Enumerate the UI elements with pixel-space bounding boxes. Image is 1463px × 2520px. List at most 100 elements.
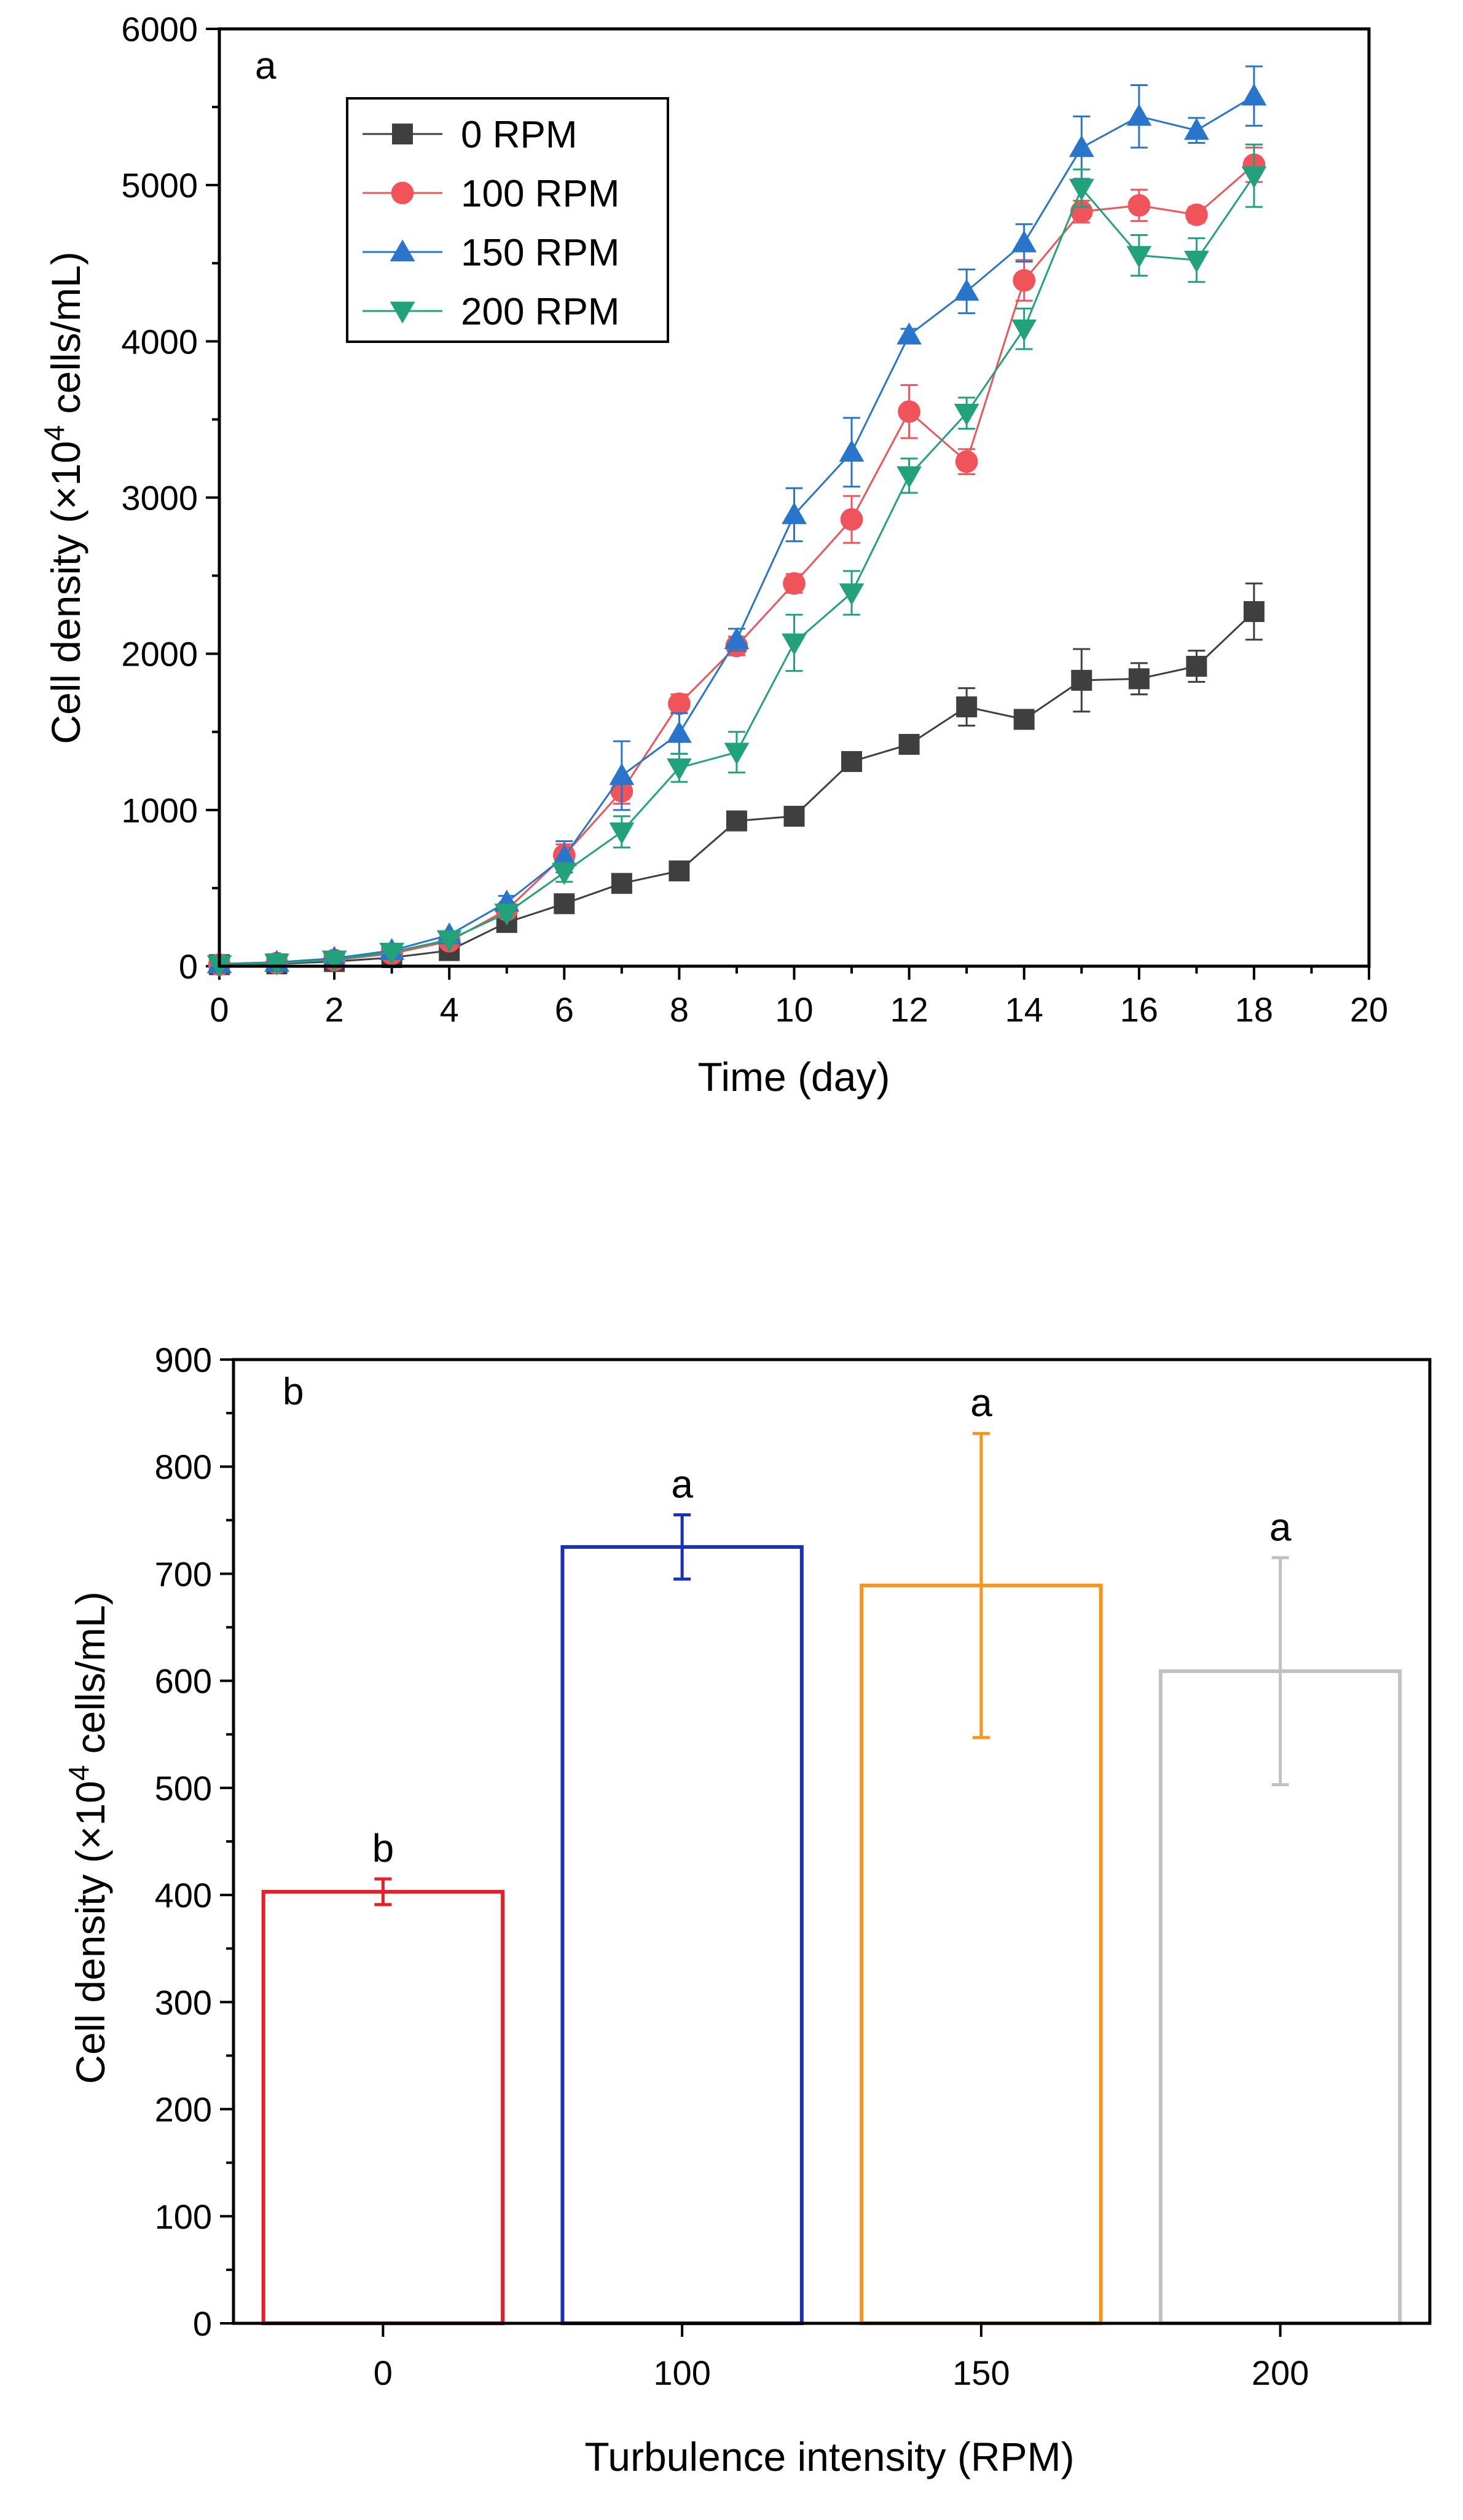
data-point xyxy=(1011,230,1037,253)
data-point xyxy=(1126,103,1152,126)
x-tick-label-a: 6 xyxy=(555,990,574,1029)
data-point xyxy=(1185,203,1208,226)
legend-marker xyxy=(390,301,415,324)
data-point xyxy=(436,930,462,953)
x-axis-title-b: Turbulence intensity (RPM) xyxy=(584,2434,1074,2479)
data-point xyxy=(554,893,575,915)
x-tick-label-b: 150 xyxy=(952,2353,1010,2392)
legend-entries-a: 0 RPM 100 RPM 150 RPM 200 RPM xyxy=(363,114,619,333)
bars-group-b: b a a a xyxy=(261,1380,1402,2326)
data-point xyxy=(726,810,747,832)
panel-b-label: b xyxy=(283,1371,304,1413)
data-point xyxy=(1243,601,1265,623)
legend-marker xyxy=(391,181,414,205)
x-tick-label-a: 0 xyxy=(210,990,229,1029)
data-point xyxy=(1013,269,1036,292)
data-point xyxy=(839,439,865,462)
data-point xyxy=(898,400,920,423)
series-200-rpm xyxy=(206,143,1267,977)
data-point xyxy=(1069,135,1094,157)
y-tick-label-b: 700 xyxy=(155,1554,212,1593)
y-tick-label-b: 500 xyxy=(155,1769,212,1808)
plot-frame-a xyxy=(218,27,1371,968)
data-point xyxy=(551,863,577,885)
data-point xyxy=(956,696,978,718)
data-point xyxy=(609,822,635,845)
line-chart-panel-a: a 0 2 4 6 8 10 12 14 16 18 20 0 1000 2000 3000 4000 500… xyxy=(38,10,1388,1100)
data-point xyxy=(955,450,978,473)
legend-item: 100 RPM xyxy=(363,173,619,215)
data-point xyxy=(264,953,289,976)
data-point xyxy=(1070,200,1093,223)
data-point xyxy=(782,633,807,656)
data-point xyxy=(1186,656,1207,677)
data-point xyxy=(611,873,632,894)
x-tick-label-a: 12 xyxy=(890,990,928,1029)
y-tick-label-b: 300 xyxy=(155,1983,212,2022)
legend-label: 150 RPM xyxy=(461,232,619,274)
y-tick-label-b: 200 xyxy=(155,2090,212,2129)
legend-label: 0 RPM xyxy=(461,114,577,156)
x-axis-b: 0 100 150 200 xyxy=(374,2323,1309,2392)
data-point xyxy=(896,466,922,489)
bar-group-200: a xyxy=(1158,1505,1402,2325)
data-point xyxy=(783,572,806,595)
series-group-a xyxy=(206,65,1267,977)
data-point xyxy=(782,502,807,524)
data-point xyxy=(667,720,692,743)
x-tick-label-b: 100 xyxy=(653,2353,710,2392)
bar-group-100: a xyxy=(560,1462,804,2325)
legend-a: 0 RPM 100 RPM 150 RPM 200 RPM xyxy=(346,97,669,343)
bar-group-150: a xyxy=(860,1380,1103,2325)
legend-label: 200 RPM xyxy=(461,291,619,333)
data-point xyxy=(783,806,805,827)
data-point xyxy=(841,751,863,773)
x-tick-label-a: 8 xyxy=(670,990,689,1029)
y-tick-label-a: 3000 xyxy=(121,479,198,518)
legend-marker xyxy=(390,239,415,262)
data-point xyxy=(724,627,750,650)
y-tick-label-b: 800 xyxy=(155,1447,212,1486)
data-point xyxy=(954,278,979,301)
data-point xyxy=(954,403,979,426)
bar-chart-panel-b: b 0 100 200 300 400 500 600 700 800 900 b a a a 0 100… xyxy=(63,1341,1432,2479)
x-tick-label-b: 200 xyxy=(1252,2353,1309,2392)
data-point xyxy=(669,860,690,881)
y-tick-label-a: 6000 xyxy=(121,10,198,49)
data-point xyxy=(724,742,750,765)
bar xyxy=(560,1545,804,2325)
y-tick-label-a: 1000 xyxy=(121,791,198,830)
y-axis-b: 0 100 200 300 400 500 600 700 800 900 xyxy=(155,1341,233,2343)
panel-a-label: a xyxy=(255,45,277,87)
data-point xyxy=(1011,319,1037,342)
legend-label: 100 RPM xyxy=(461,173,619,215)
data-point xyxy=(840,508,863,531)
data-point xyxy=(494,904,520,926)
bar xyxy=(261,1889,505,2326)
data-point xyxy=(1069,178,1094,201)
data-point xyxy=(321,950,347,973)
data-point xyxy=(1128,668,1150,690)
data-point xyxy=(898,734,920,755)
significance-letter: a xyxy=(671,1462,693,1506)
x-tick-label-a: 18 xyxy=(1235,990,1273,1029)
data-point xyxy=(1128,194,1151,217)
x-tick-label-a: 16 xyxy=(1120,990,1158,1029)
significance-letter: a xyxy=(1269,1505,1292,1549)
x-axis-title-a: Time (day) xyxy=(698,1054,890,1100)
legend-item: 200 RPM xyxy=(363,291,619,333)
plot-frame-b xyxy=(232,1358,1432,2325)
legend-marker xyxy=(392,124,413,144)
data-point xyxy=(839,583,865,605)
significance-letter: b xyxy=(372,1826,394,1870)
y-tick-label-a: 4000 xyxy=(121,322,198,361)
y-axis-a: 0 1000 2000 3000 4000 5000 6000 xyxy=(121,10,219,986)
series-line xyxy=(219,610,1255,966)
data-point xyxy=(896,322,922,345)
y-tick-label-a: 2000 xyxy=(121,635,198,674)
data-point xyxy=(668,692,691,715)
legend-item: 150 RPM xyxy=(363,232,619,274)
significance-letter: a xyxy=(970,1380,992,1425)
data-point xyxy=(379,942,405,965)
